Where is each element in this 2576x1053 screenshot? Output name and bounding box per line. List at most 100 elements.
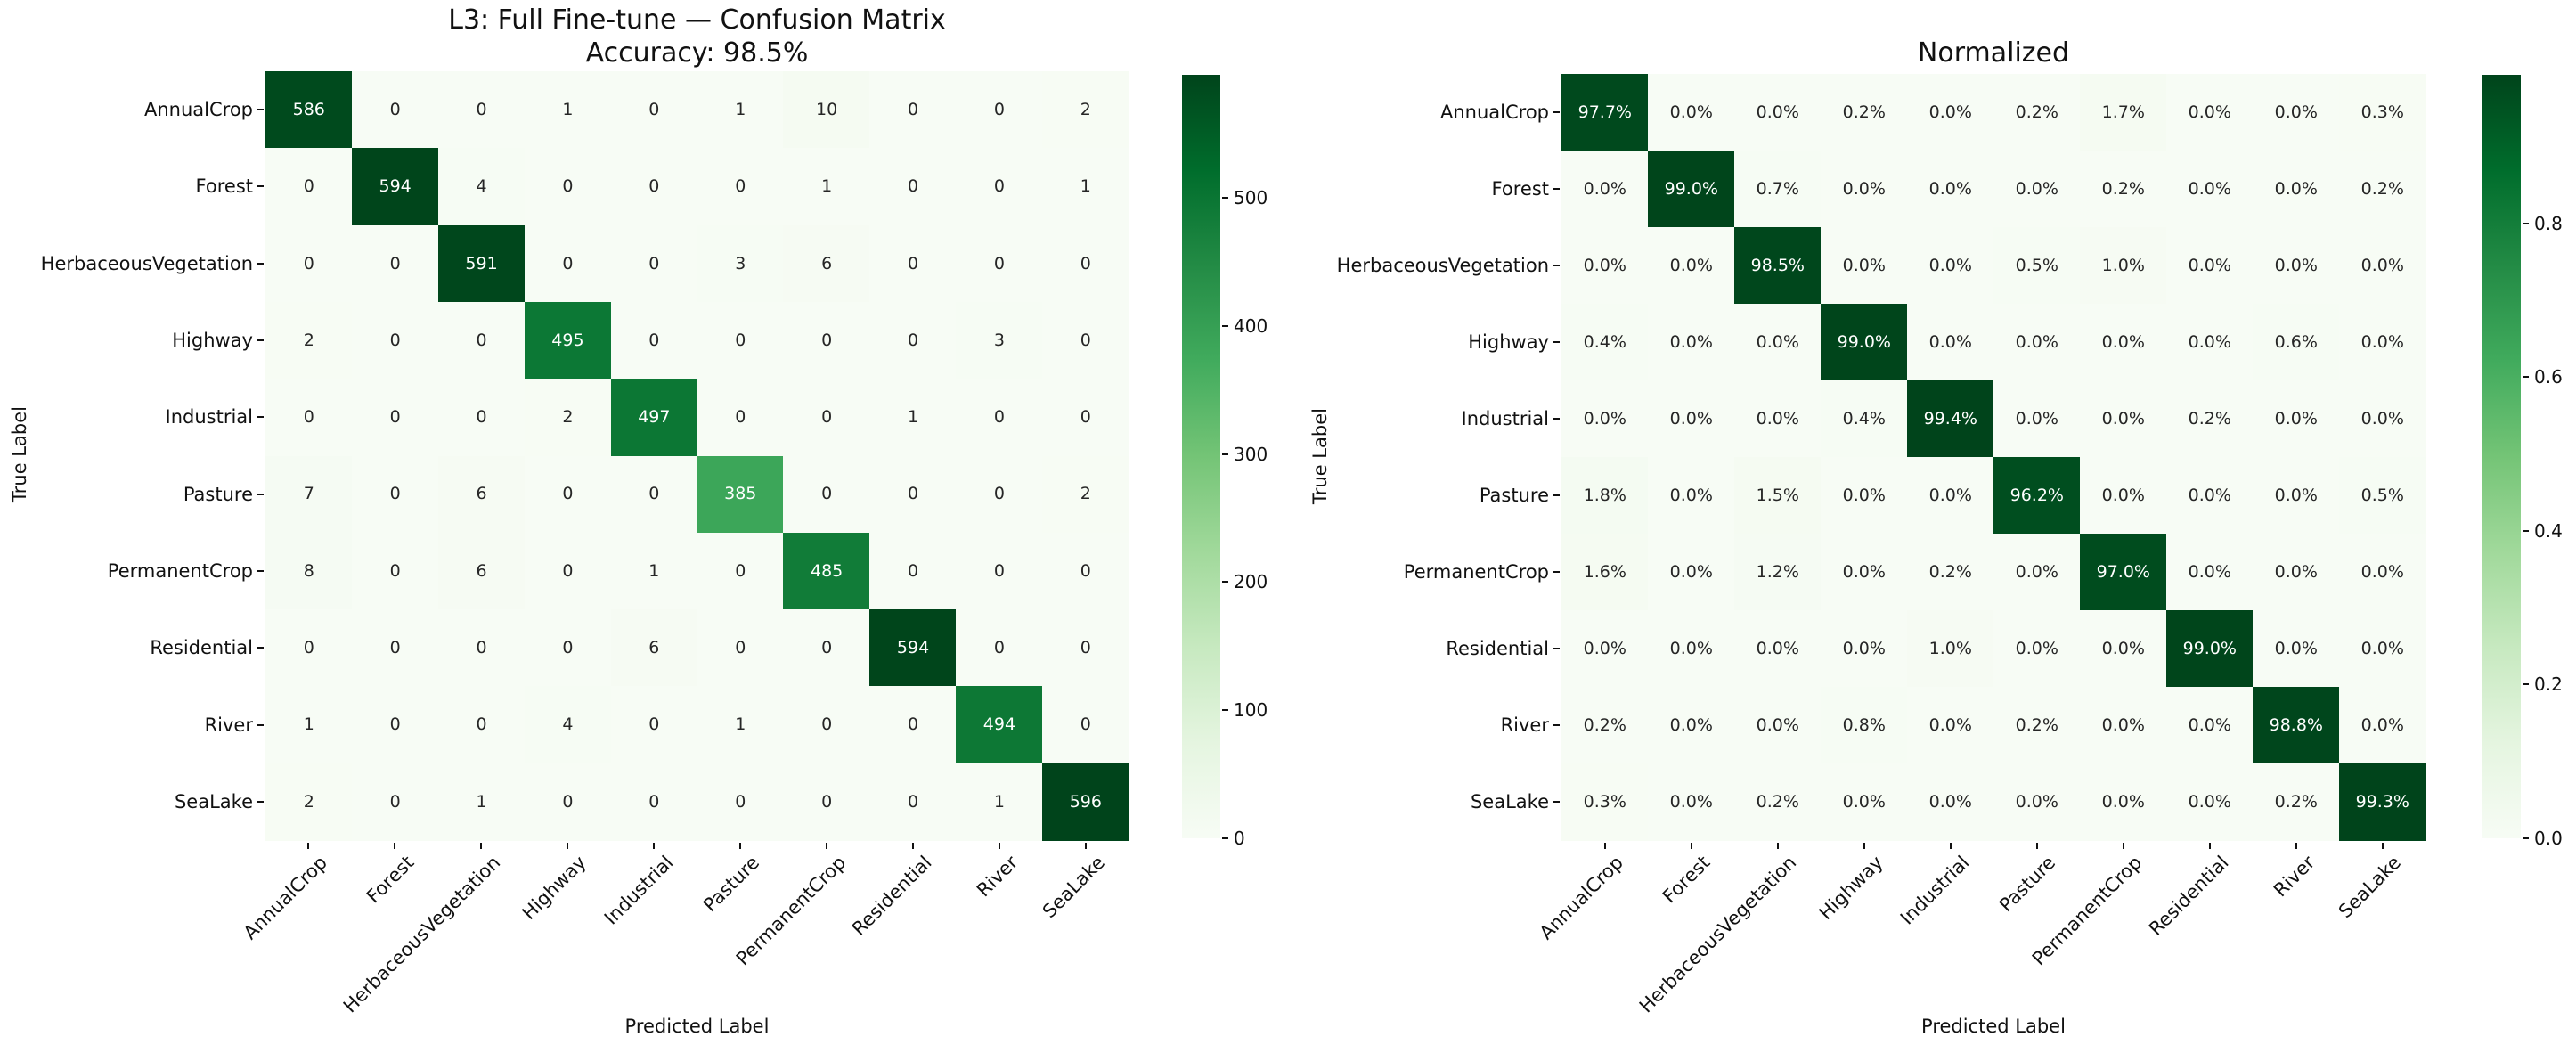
heatmap-cell: 0.5% bbox=[1993, 227, 2081, 305]
y-tick-label: Pasture bbox=[1479, 485, 1549, 506]
heatmap-cell: 0.0% bbox=[1561, 227, 1649, 305]
heatmap-cell: 0 bbox=[783, 379, 870, 457]
colorbar-tick-label: 0.4 bbox=[2534, 519, 2563, 542]
heatmap-cell: 0 bbox=[956, 609, 1043, 687]
y-tick-label: SeaLake bbox=[1470, 791, 1549, 812]
x-tick-label: SeaLake bbox=[2335, 852, 2406, 923]
x-tick-label: Highway bbox=[1814, 852, 1887, 925]
heatmap-cell: 0.0% bbox=[1907, 227, 1994, 305]
x-tick-mark bbox=[1084, 843, 1087, 849]
heatmap-cell: 0 bbox=[1042, 609, 1129, 687]
heatmap-cell: 1.0% bbox=[2080, 227, 2167, 305]
colorbar-tick-label: 0.0 bbox=[2534, 828, 2563, 849]
heatmap-cell: 0.0% bbox=[2080, 457, 2167, 535]
heatmap-cell: 1.0% bbox=[1907, 610, 1994, 688]
left-xaxis-label: Predicted Label bbox=[624, 1016, 770, 1037]
y-tick-mark bbox=[257, 493, 264, 495]
heatmap-cell: 0.0% bbox=[1734, 610, 1822, 688]
heatmap-cell: 0.0% bbox=[1648, 610, 1735, 688]
y-tick-mark bbox=[257, 647, 264, 649]
heatmap-cell: 0 bbox=[956, 224, 1043, 303]
y-tick-label: HerbaceousVegetation bbox=[40, 252, 253, 274]
heatmap-cell: 0 bbox=[265, 379, 353, 457]
heatmap-cell: 0.0% bbox=[1734, 380, 1822, 458]
heatmap-cell: 0 bbox=[437, 301, 526, 380]
heatmap-cell: 0 bbox=[956, 455, 1043, 534]
heatmap-cell: 0 bbox=[956, 71, 1043, 149]
x-tick-label: AnnualCrop bbox=[1536, 852, 1628, 944]
heatmap-cell: 1.7% bbox=[2080, 74, 2167, 151]
heatmap-cell: 0.2% bbox=[1561, 687, 1649, 764]
heatmap-cell: 0 bbox=[869, 763, 957, 841]
heatmap-cell: 0 bbox=[265, 148, 353, 226]
heatmap-cell: 0.0% bbox=[1734, 74, 1822, 151]
heatmap-cell: 0 bbox=[869, 224, 957, 303]
heatmap-cell: 6 bbox=[610, 609, 698, 687]
colorbar-tick-mark bbox=[1222, 453, 1228, 455]
heatmap-cell: 0 bbox=[610, 148, 698, 226]
heatmap-cell: 0.0% bbox=[1821, 610, 1908, 688]
colorbar-tick-label: 500 bbox=[1234, 187, 1268, 209]
x-tick-mark bbox=[653, 843, 656, 849]
heatmap-cell: 0.0% bbox=[1821, 151, 1908, 228]
heatmap-cell: 0.0% bbox=[2080, 304, 2167, 381]
x-tick-mark bbox=[2208, 843, 2211, 849]
heatmap-cell: 0.2% bbox=[1734, 763, 1822, 841]
y-tick-mark bbox=[1553, 801, 1560, 803]
heatmap-cell: 4 bbox=[437, 148, 526, 226]
x-tick-mark bbox=[1690, 843, 1692, 849]
heatmap-cell: 0 bbox=[351, 301, 439, 380]
heatmap-cell: 8 bbox=[265, 532, 353, 610]
heatmap-cell: 0.2% bbox=[2253, 763, 2340, 841]
heatmap-cell: 2 bbox=[1042, 455, 1129, 534]
heatmap-cell: 0.0% bbox=[1993, 380, 2081, 458]
heatmap-cell: 0 bbox=[783, 455, 870, 534]
heatmap-cell: 1 bbox=[697, 686, 784, 764]
heatmap-cell: 0 bbox=[437, 379, 526, 457]
heatmap-cell: 0.0% bbox=[1648, 534, 1735, 611]
heatmap-cell: 586 bbox=[265, 71, 353, 149]
y-tick-mark bbox=[257, 339, 264, 342]
y-tick-mark bbox=[257, 723, 264, 726]
x-tick-label: Residential bbox=[2144, 852, 2233, 940]
heatmap-cell: 0.0% bbox=[1561, 610, 1649, 688]
y-tick-mark bbox=[1553, 724, 1560, 726]
heatmap-cell: 0.0% bbox=[1993, 151, 2081, 228]
heatmap-cell: 0.0% bbox=[1648, 74, 1735, 151]
heatmap-cell: 6 bbox=[437, 532, 526, 610]
heatmap-cell: 0 bbox=[783, 301, 870, 380]
x-tick-label: Forest bbox=[1658, 852, 1715, 908]
heatmap-cell: 99.0% bbox=[2166, 610, 2254, 688]
heatmap-cell: 0.0% bbox=[1561, 151, 1649, 228]
y-tick-label: Forest bbox=[1491, 178, 1549, 200]
y-tick-mark bbox=[1553, 111, 1560, 113]
x-tick-mark bbox=[480, 843, 483, 849]
heatmap-cell: 0 bbox=[783, 609, 870, 687]
heatmap-cell: 1 bbox=[783, 148, 870, 226]
heatmap-cell: 0 bbox=[869, 71, 957, 149]
y-tick-mark bbox=[257, 569, 264, 572]
x-tick-mark bbox=[2295, 843, 2297, 849]
heatmap-cell: 0 bbox=[351, 224, 439, 303]
y-tick-mark bbox=[1553, 648, 1560, 649]
heatmap-cell: 0.0% bbox=[1907, 763, 1994, 841]
heatmap-cell: 0 bbox=[265, 224, 353, 303]
y-tick-mark bbox=[257, 800, 264, 803]
heatmap-cell: 0 bbox=[1042, 379, 1129, 457]
colorbar-tick-label: 0.6 bbox=[2534, 366, 2563, 388]
colorbar-tick-label: 400 bbox=[1234, 314, 1268, 337]
heatmap-cell: 6 bbox=[437, 455, 526, 534]
y-tick-label: Residential bbox=[1446, 638, 1549, 659]
heatmap-cell: 0.0% bbox=[2339, 610, 2426, 688]
x-tick-mark bbox=[2035, 843, 2038, 849]
y-tick-label: Industrial bbox=[1461, 408, 1550, 429]
heatmap-cell: 0.0% bbox=[2339, 227, 2426, 305]
heatmap-cell: 0 bbox=[697, 532, 784, 610]
heatmap-cell: 0 bbox=[697, 301, 784, 380]
y-tick-mark bbox=[257, 109, 264, 111]
heatmap-cell: 0 bbox=[1042, 532, 1129, 610]
heatmap-cell: 99.4% bbox=[1907, 380, 1994, 458]
heatmap-cell: 0.0% bbox=[2080, 763, 2167, 841]
